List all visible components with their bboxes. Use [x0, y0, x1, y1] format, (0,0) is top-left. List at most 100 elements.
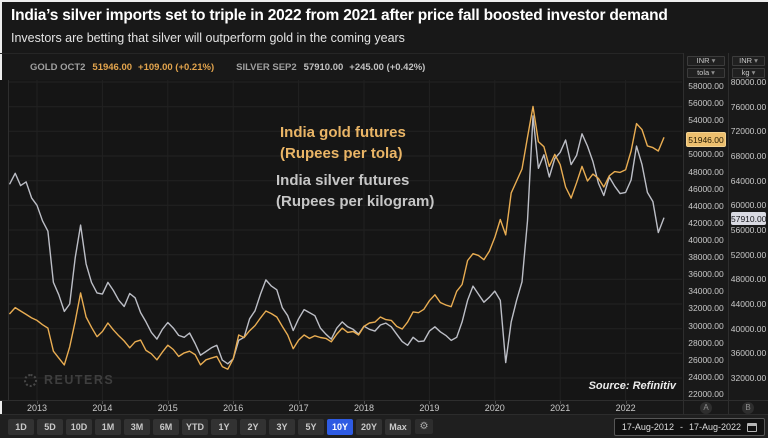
- x-axis-tick: [298, 401, 300, 404]
- chevron-down-icon: ▾: [711, 68, 715, 77]
- range-button-5y[interactable]: 5Y: [298, 418, 324, 435]
- silver-change: +245.00 (+0.42%): [349, 61, 426, 73]
- axis-tick-label: 48000.00: [730, 274, 767, 284]
- calendar-icon: [747, 422, 757, 432]
- date-separator: -: [679, 422, 683, 432]
- date-range-picker[interactable]: 17-Aug-2012 - 17-Aug-2022: [613, 418, 765, 436]
- axis-tick-label: 30000.00: [688, 321, 724, 331]
- silver-axis-currency-dropdown[interactable]: INR ▾: [731, 56, 766, 66]
- chevron-down-icon: ▾: [711, 56, 716, 65]
- x-axis-year-label: 2022: [615, 403, 636, 413]
- axis-tick-label: 68000.00: [730, 151, 767, 161]
- axis-b-badge[interactable]: B: [742, 402, 754, 414]
- silver-price-axis[interactable]: INR ▾ kg ▾ 80000.00 76000.00 72000.00 68000.0…: [728, 53, 768, 414]
- chart-canvas[interactable]: [8, 80, 682, 400]
- range-button-3m[interactable]: 3M: [124, 418, 150, 435]
- chart-settings-button[interactable]: ⚙: [415, 419, 433, 434]
- axis-tick-label: 58000.00: [688, 81, 724, 91]
- gear-icon: ⚙: [419, 421, 429, 432]
- axis-tick-label: 36000.00: [688, 269, 724, 279]
- x-axis-tick: [560, 401, 562, 404]
- range-button-1d[interactable]: 1D: [8, 418, 34, 435]
- date-from: 17-Aug-2012: [621, 422, 674, 432]
- x-axis-year-label: 2013: [26, 403, 48, 413]
- axis-tick-label: 44000.00: [688, 201, 724, 211]
- range-button-ytd[interactable]: YTD: [182, 418, 208, 435]
- range-button-max[interactable]: Max: [385, 418, 411, 435]
- axis-tick-label: 76000.00: [730, 102, 767, 112]
- gold-series-line: [9, 105, 665, 370]
- axis-tick-label: 22000.00: [688, 389, 724, 399]
- x-axis-tick: [494, 401, 496, 404]
- gold-axis-currency-dropdown[interactable]: INR ▾: [687, 56, 725, 66]
- range-button-1m[interactable]: 1M: [95, 418, 121, 435]
- date-to: 17-Aug-2022: [688, 422, 741, 432]
- axis-tick-label: 54000.00: [688, 115, 724, 125]
- x-axis-year-label: 2015: [157, 403, 178, 413]
- range-button-6m[interactable]: 6M: [153, 418, 179, 435]
- range-toolbar: 1D 5D 10D 1M 3M 6M YTD 1Y 2Y 3Y 5Y 10Y 20Y Max ⚙ 17-A…: [0, 414, 768, 438]
- range-button-5d[interactable]: 5D: [37, 418, 63, 435]
- axis-tick-label: 24000.00: [688, 372, 724, 382]
- axis-tick-label: 46000.00: [688, 184, 724, 194]
- silver-last-price-badge: 57910.00: [731, 212, 767, 225]
- x-axis[interactable]: 2013 2014 2015 2016 2017 2018 2019 2020 2021 2022: [0, 400, 768, 414]
- x-axis-year-label: 2014: [92, 403, 113, 413]
- x-axis-tick: [233, 401, 235, 404]
- axis-tick-label: 32000.00: [688, 303, 724, 313]
- silver-series-label: India silver futures (Rupees per kilogra…: [276, 172, 435, 210]
- range-button-1y[interactable]: 1Y: [211, 418, 237, 435]
- chevron-down-icon: ▾: [751, 68, 756, 77]
- page-subtitle: Investors are betting that silver will o…: [11, 31, 405, 45]
- x-axis-tick: [37, 401, 38, 404]
- x-axis-tick: [625, 401, 627, 404]
- x-axis-tick: [429, 401, 431, 404]
- axis-tick-label: 34000.00: [688, 286, 724, 296]
- axis-a-badge[interactable]: A: [700, 402, 712, 414]
- range-button-10y[interactable]: 10Y: [327, 418, 353, 435]
- axis-tick-label: 44000.00: [730, 299, 767, 309]
- axis-tick-label: 40000.00: [688, 235, 724, 245]
- silver-symbol: SILVER SEP2: [236, 61, 297, 73]
- gold-series-label: India gold futures (Rupees per tola): [280, 124, 406, 162]
- axis-tick-label: 40000.00: [730, 324, 767, 334]
- axis-tick-label: 38000.00: [688, 252, 724, 262]
- x-axis-tick: [364, 401, 365, 404]
- plot-area[interactable]: India gold futures (Rupees per tola) Ind…: [0, 80, 768, 400]
- reuters-watermark: REUTERS: [24, 373, 114, 387]
- axis-tick-label: 28000.00: [688, 338, 724, 348]
- axis-tick-label: 32000.00: [730, 373, 767, 383]
- x-axis-tick: [102, 401, 104, 404]
- x-axis-year-label: 2021: [550, 403, 571, 413]
- silver-series-line: [9, 115, 665, 365]
- gold-last: 51946.00: [92, 61, 133, 73]
- range-button-2y[interactable]: 2Y: [240, 418, 266, 435]
- axis-tick-label: 60000.00: [730, 200, 767, 210]
- axis-tick-label: 72000.00: [730, 126, 767, 136]
- gold-price-axis[interactable]: INR ▾ tola ▾ 58000.00 56000.00 54000.00 50000…: [683, 53, 728, 414]
- reuters-logo-icon: [24, 373, 37, 387]
- axis-tick-label: 56000.00: [688, 98, 724, 108]
- axis-tick-label: 36000.00: [730, 348, 767, 358]
- x-axis-year-label: 2020: [484, 403, 505, 413]
- range-button-10d[interactable]: 10D: [66, 418, 92, 435]
- silver-axis-unit-dropdown[interactable]: kg ▾: [731, 68, 766, 78]
- axis-tick-label: 50000.00: [688, 149, 724, 159]
- page-title: India’s silver imports set to triple in …: [11, 7, 668, 24]
- x-axis-year-label: 2017: [288, 403, 309, 413]
- chevron-down-icon: ▾: [754, 56, 758, 65]
- axis-tick-label: 80000.00: [730, 77, 767, 87]
- range-button-3y[interactable]: 3Y: [269, 418, 295, 435]
- x-axis-year-label: 2019: [419, 403, 440, 413]
- x-axis-year-label: 2018: [353, 403, 375, 413]
- range-button-20y[interactable]: 20Y: [356, 418, 382, 435]
- axis-tick-label: 48000.00: [688, 167, 724, 177]
- axis-tick-label: 56000.00: [730, 225, 767, 235]
- gold-last-price-badge: 51946.00: [686, 132, 726, 147]
- axis-tick-label: 52000.00: [730, 250, 767, 260]
- source-credit: Source: Refinitiv: [588, 380, 676, 392]
- axis-tick-label: 26000.00: [688, 355, 724, 365]
- gold-axis-unit-dropdown[interactable]: tola ▾: [687, 68, 725, 78]
- x-axis-tick: [167, 401, 169, 404]
